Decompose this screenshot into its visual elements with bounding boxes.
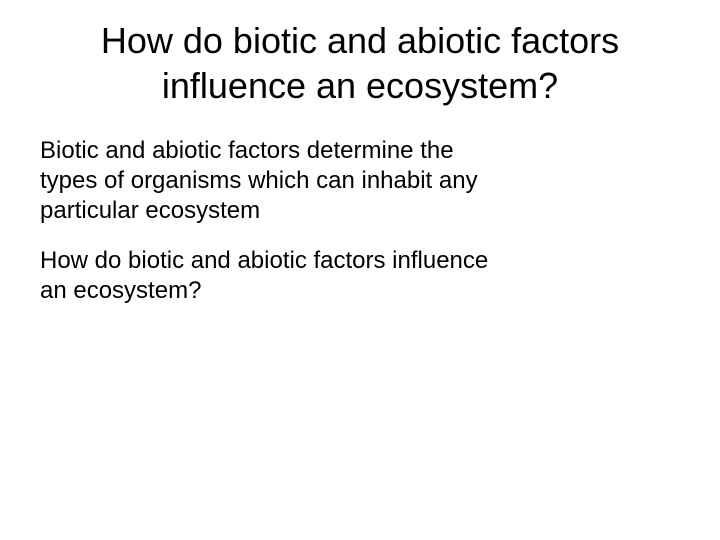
slide: How do biotic and abiotic factors influe…	[0, 0, 720, 540]
body-paragraph-1: Biotic and abiotic factors determine the…	[40, 136, 500, 226]
body-paragraph-2: How do biotic and abiotic factors influe…	[40, 246, 500, 306]
slide-title: How do biotic and abiotic factors influe…	[40, 18, 680, 108]
